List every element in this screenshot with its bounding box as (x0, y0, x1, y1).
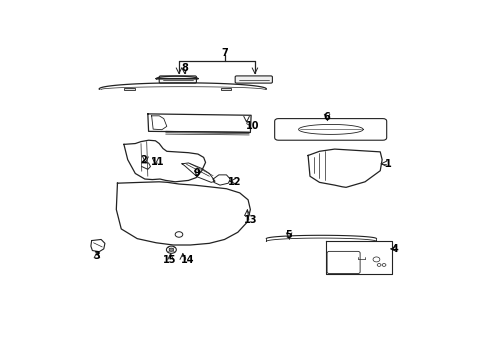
Text: 5: 5 (286, 230, 293, 240)
Text: 3: 3 (94, 251, 100, 261)
Text: 2: 2 (141, 155, 147, 165)
FancyBboxPatch shape (327, 251, 360, 274)
Text: 7: 7 (221, 48, 228, 58)
Text: 14: 14 (181, 255, 194, 265)
Text: 15: 15 (163, 255, 176, 265)
Text: 6: 6 (324, 112, 330, 122)
FancyBboxPatch shape (159, 76, 196, 83)
Text: 4: 4 (392, 244, 398, 254)
Text: 10: 10 (246, 121, 260, 131)
Text: 8: 8 (181, 63, 188, 73)
Text: 12: 12 (228, 177, 241, 187)
FancyBboxPatch shape (275, 118, 387, 140)
Text: 1: 1 (385, 159, 392, 169)
Text: 13: 13 (244, 215, 257, 225)
Circle shape (169, 248, 173, 251)
Text: 9: 9 (193, 168, 200, 179)
FancyBboxPatch shape (124, 87, 135, 90)
FancyBboxPatch shape (220, 87, 231, 90)
Text: 11: 11 (151, 157, 165, 167)
FancyBboxPatch shape (235, 76, 272, 83)
